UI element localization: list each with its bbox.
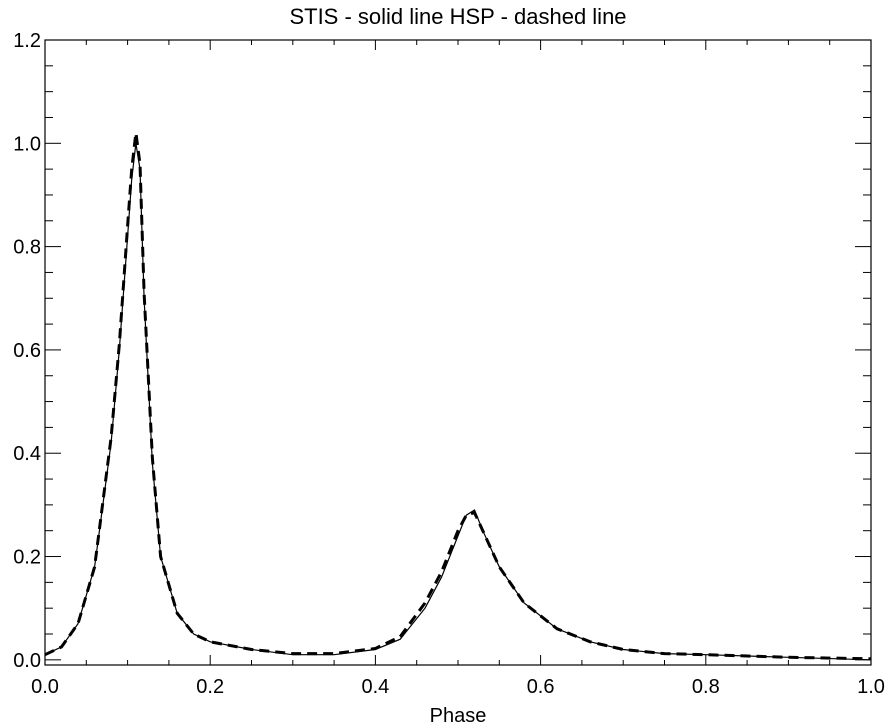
y-tick-label: 0.0 bbox=[13, 650, 41, 672]
series-group bbox=[44, 132, 872, 661]
tick-labels: 0.0 0.2 0.4 0.6 0.8 1.0 0.0 0.2 0.4 0.6 0.8 1.0 1.2 bbox=[13, 30, 885, 698]
x-tick-label: 0.0 bbox=[31, 676, 59, 698]
y-tick-label: 0.2 bbox=[13, 547, 41, 569]
x-tick-label: 0.6 bbox=[527, 676, 555, 698]
x-tick-label: 0.8 bbox=[692, 676, 720, 698]
series-line-dashed bbox=[44, 132, 872, 661]
x-axis-label: Phase bbox=[430, 705, 487, 727]
plot-frame bbox=[44, 39, 872, 666]
chart-title: STIS - solid line HSP - dashed line bbox=[289, 4, 626, 29]
axis-ticks bbox=[44, 39, 872, 665]
y-tick-label: 0.8 bbox=[13, 237, 41, 259]
x-tick-label: 0.2 bbox=[196, 676, 224, 698]
y-tick-label: 1.0 bbox=[13, 133, 41, 155]
y-tick-label: 0.4 bbox=[13, 443, 41, 465]
y-tick-label: 0.6 bbox=[13, 340, 41, 362]
x-tick-label: 0.4 bbox=[361, 676, 389, 698]
x-tick-label: 1.0 bbox=[857, 676, 885, 698]
y-tick-label: 1.2 bbox=[13, 30, 41, 52]
